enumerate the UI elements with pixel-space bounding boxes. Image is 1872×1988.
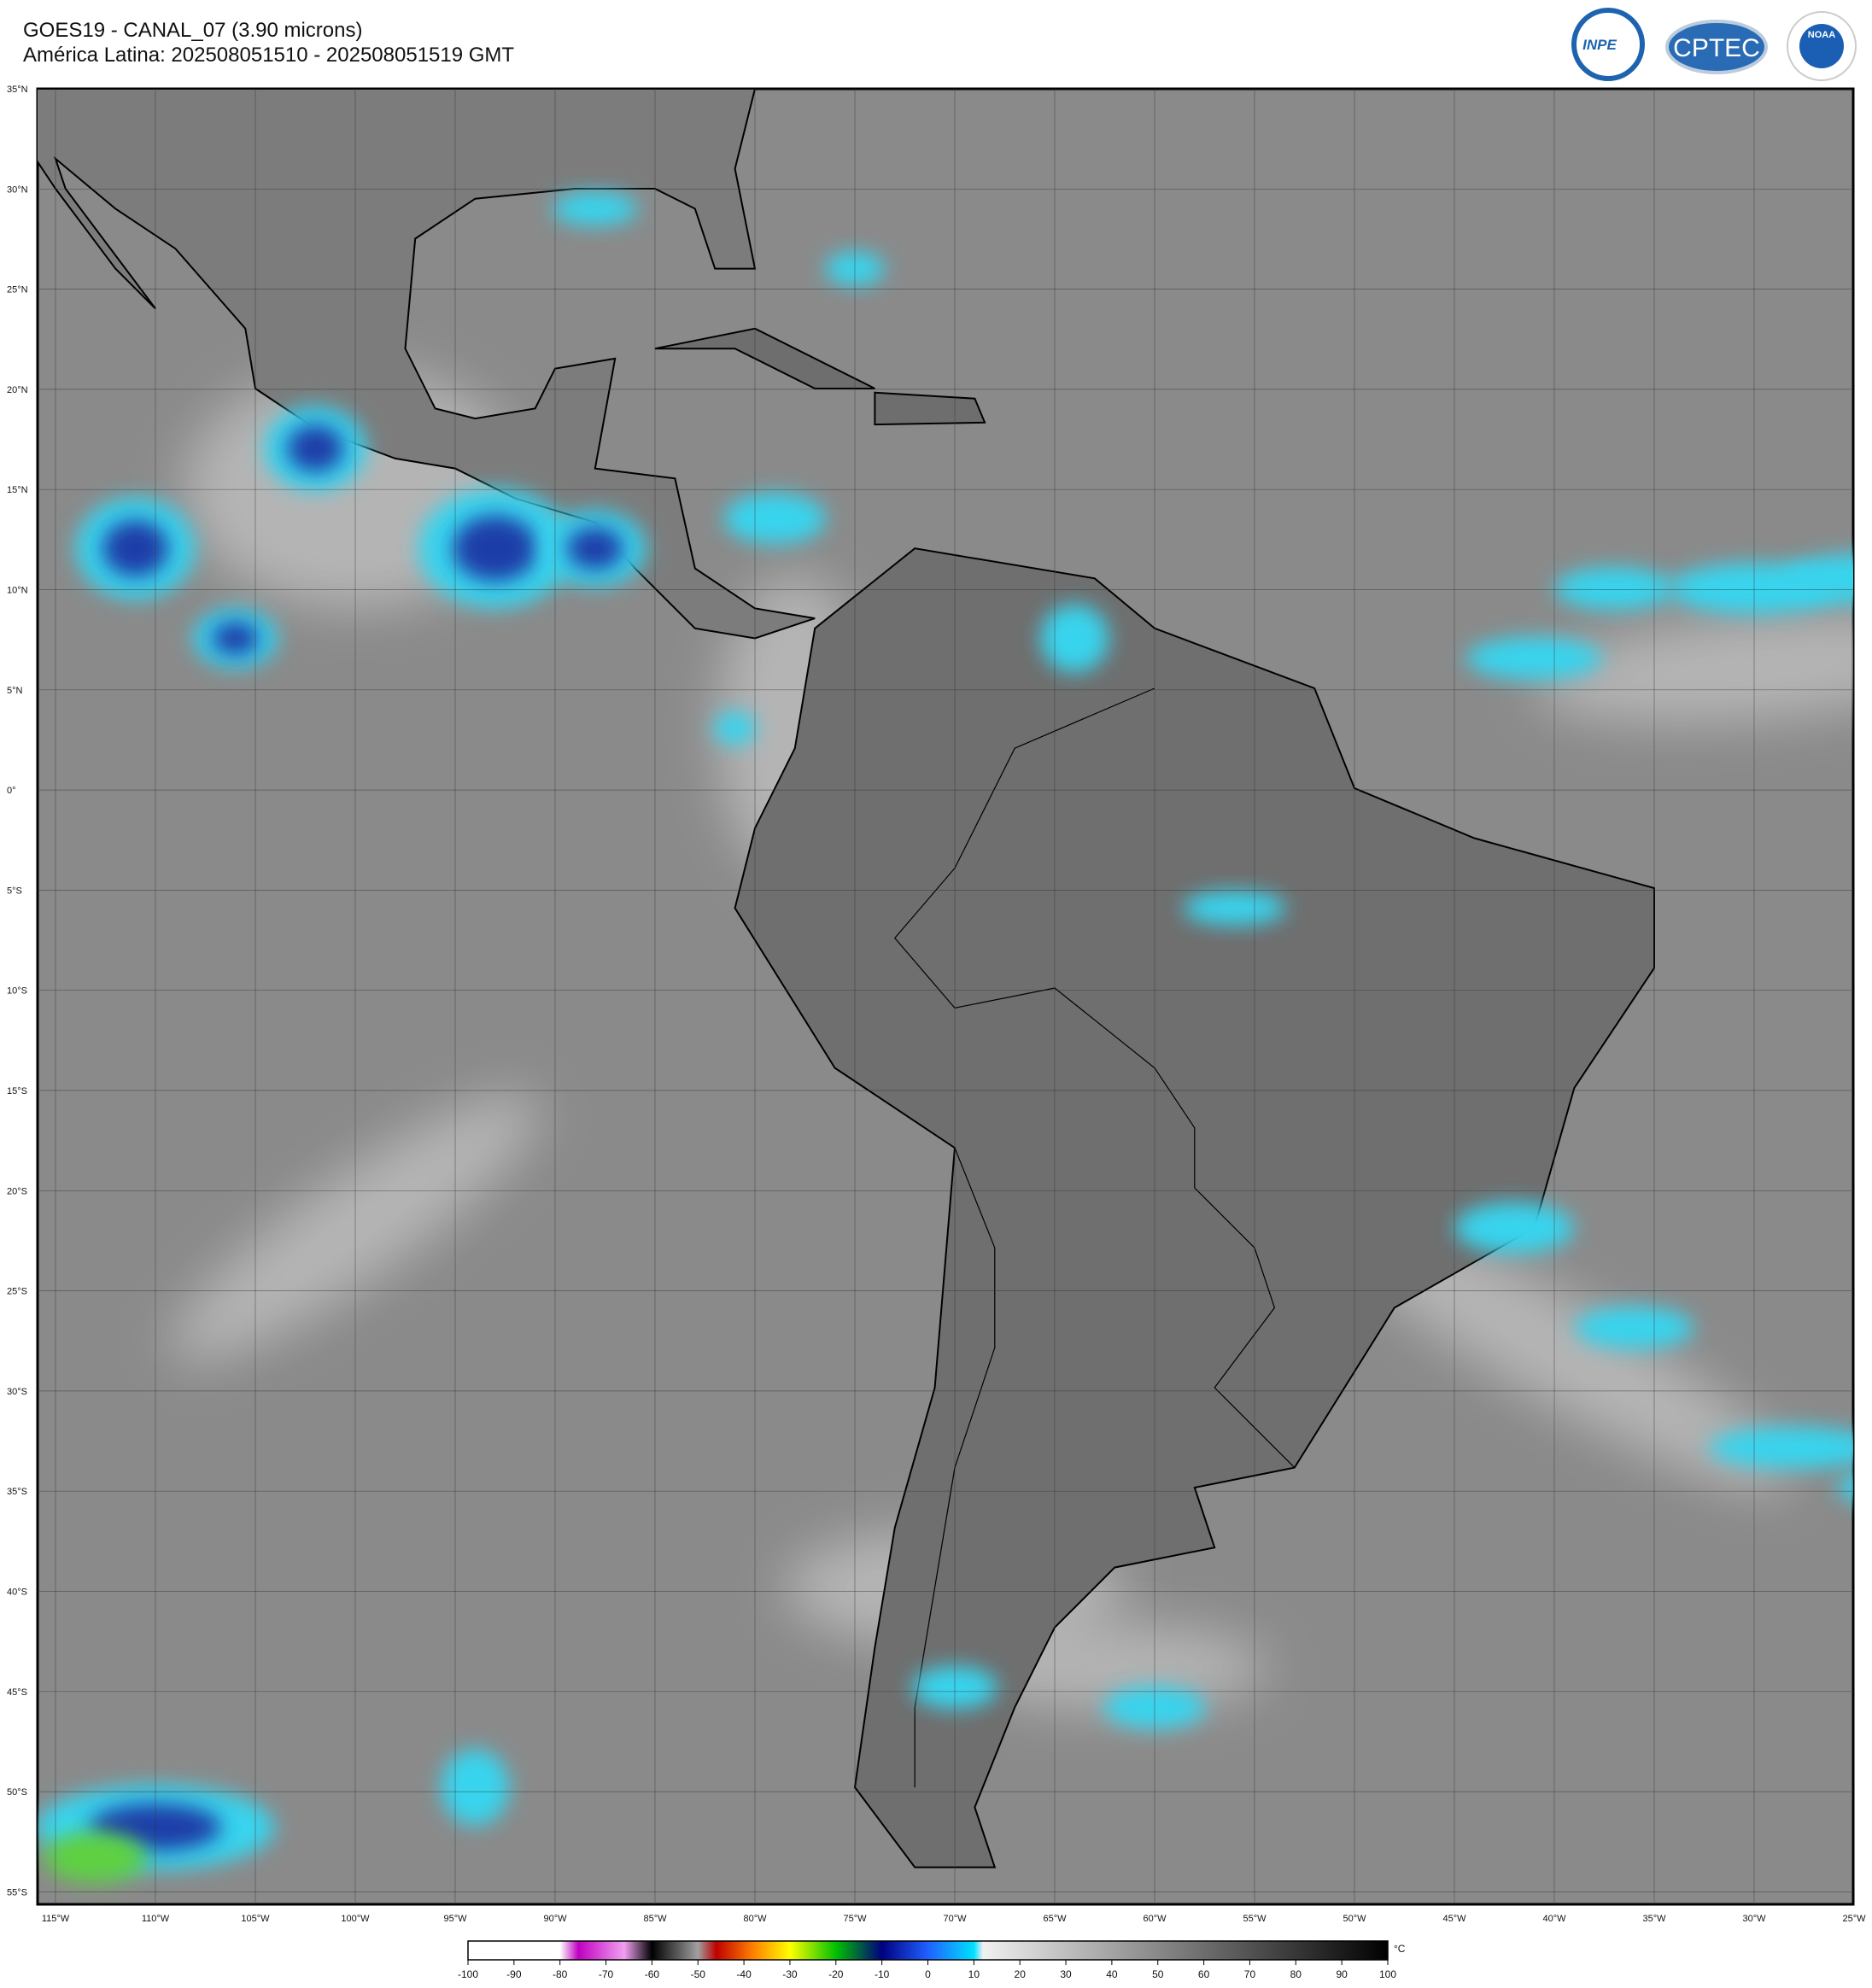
lon-label: 75°W bbox=[843, 1914, 867, 1924]
cloud-core bbox=[566, 527, 623, 570]
lat-label: 15°S bbox=[7, 1086, 27, 1096]
lat-label: 25°N bbox=[7, 285, 28, 295]
colorbar-tick-label: -80 bbox=[553, 1968, 568, 1980]
logos: INPE CPTEC NOAA bbox=[1571, 8, 1857, 81]
cloud-core bbox=[453, 515, 538, 582]
lat-label: 0° bbox=[7, 786, 16, 796]
cloud-green bbox=[44, 1831, 147, 1883]
lon-label: 60°W bbox=[1143, 1914, 1167, 1924]
colorbar-tick-label: 90 bbox=[1336, 1968, 1348, 1980]
cloud-core bbox=[287, 424, 344, 472]
lon-label: 80°W bbox=[743, 1914, 767, 1924]
colorbar-unit: °C bbox=[1394, 1943, 1406, 1955]
cloud-core bbox=[102, 520, 169, 577]
colorbar-tick-label: 70 bbox=[1244, 1968, 1256, 1980]
lon-label: 30°W bbox=[1742, 1914, 1766, 1924]
lat-label: 25°S bbox=[7, 1287, 27, 1297]
lat-label: 30°S bbox=[7, 1387, 27, 1397]
lon-label: 70°W bbox=[943, 1914, 967, 1924]
cloud-top bbox=[1454, 1202, 1575, 1254]
logo-inpe-ring bbox=[1571, 8, 1645, 81]
lon-label: 65°W bbox=[1043, 1914, 1067, 1924]
logo-noaa: NOAA bbox=[1808, 30, 1835, 40]
colorbar-tick-label: 40 bbox=[1106, 1968, 1118, 1980]
lat-label: 20°N bbox=[7, 385, 28, 395]
cloud-core bbox=[212, 622, 260, 655]
logo-noaa-disc bbox=[1799, 24, 1844, 68]
lon-label: 55°W bbox=[1243, 1914, 1267, 1924]
colorbar-tick-label: 60 bbox=[1198, 1968, 1210, 1980]
colorbar bbox=[467, 1940, 1389, 1961]
logo-cptec-ring bbox=[1665, 20, 1768, 74]
colorbar-tick-label: 0 bbox=[925, 1968, 931, 1980]
cloud-top bbox=[1183, 891, 1286, 926]
lat-label: 35°N bbox=[7, 85, 28, 95]
lon-label: 105°W bbox=[241, 1914, 270, 1924]
cloud-top bbox=[1708, 1426, 1853, 1470]
cloud-top bbox=[713, 710, 757, 746]
cloud-top bbox=[1040, 604, 1109, 673]
colorbar-tick-label: 10 bbox=[968, 1968, 980, 1980]
lat-label: 15°N bbox=[7, 485, 28, 495]
land-hispaniola bbox=[874, 391, 986, 426]
cloud-top bbox=[552, 191, 638, 226]
lon-label: 95°W bbox=[443, 1914, 467, 1924]
lon-label: 115°W bbox=[42, 1914, 70, 1924]
cloud-top bbox=[441, 1749, 510, 1826]
lon-label: 50°W bbox=[1343, 1914, 1366, 1924]
lon-label: 35°W bbox=[1642, 1914, 1666, 1924]
cloud-top bbox=[723, 493, 827, 545]
colorbar-tick-label: -30 bbox=[782, 1968, 798, 1980]
colorbar-tick-label: -10 bbox=[875, 1968, 890, 1980]
colorbar-tick-label: 100 bbox=[1379, 1968, 1396, 1980]
cloud-top bbox=[1465, 636, 1603, 680]
cloud-top bbox=[1554, 567, 1675, 610]
lon-label: 110°W bbox=[142, 1914, 170, 1924]
logo-inpe: INPE bbox=[1582, 37, 1617, 53]
lon-label: 40°W bbox=[1542, 1914, 1566, 1924]
colorbar-tick-label: 80 bbox=[1290, 1968, 1302, 1980]
colorbar-tick-label: -70 bbox=[599, 1968, 614, 1980]
land-cuba bbox=[654, 327, 875, 389]
lat-label: 45°S bbox=[7, 1687, 27, 1698]
colorbar-tick-label: -40 bbox=[736, 1968, 752, 1980]
colorbar-tick-label: 30 bbox=[1060, 1968, 1072, 1980]
cloud-top bbox=[1574, 1306, 1694, 1349]
lat-label: 10°S bbox=[7, 986, 27, 997]
lat-label: 50°S bbox=[7, 1787, 27, 1798]
lon-label: 90°W bbox=[543, 1914, 567, 1924]
colorbar-tick-label: -100 bbox=[458, 1968, 478, 1980]
logo-cptec: CPTEC bbox=[1673, 34, 1760, 62]
cloud-top bbox=[1780, 553, 1853, 604]
colorbar-tick-label: 50 bbox=[1152, 1968, 1164, 1980]
lon-label: 25°W bbox=[1842, 1914, 1866, 1924]
lon-label: 85°W bbox=[643, 1914, 667, 1924]
subtitle: América Latina: 202508051510 - 202508051… bbox=[23, 44, 514, 67]
colorbar-tick-label: -50 bbox=[691, 1968, 706, 1980]
lat-label: 40°S bbox=[7, 1587, 27, 1598]
map-layers bbox=[38, 89, 1853, 1904]
title: GOES19 - CANAL_07 (3.90 microns) bbox=[23, 19, 363, 42]
lon-label: 100°W bbox=[341, 1914, 370, 1924]
cloud-top bbox=[1837, 1474, 1853, 1501]
lat-label: 55°S bbox=[7, 1887, 27, 1897]
colorbar-tick-label: -90 bbox=[506, 1968, 522, 1980]
colorbar-tick-label: -20 bbox=[828, 1968, 844, 1980]
lat-label: 5°N bbox=[7, 686, 23, 696]
colorbar-tick-label: 20 bbox=[1015, 1968, 1027, 1980]
colorbar-tick-label: -60 bbox=[645, 1968, 660, 1980]
lat-label: 20°S bbox=[7, 1186, 27, 1196]
lat-label: 10°N bbox=[7, 586, 28, 596]
lat-label: 30°N bbox=[7, 184, 28, 195]
lon-label: 45°W bbox=[1442, 1914, 1466, 1924]
lat-label: 5°S bbox=[7, 886, 22, 896]
lat-label: 35°S bbox=[7, 1487, 27, 1497]
